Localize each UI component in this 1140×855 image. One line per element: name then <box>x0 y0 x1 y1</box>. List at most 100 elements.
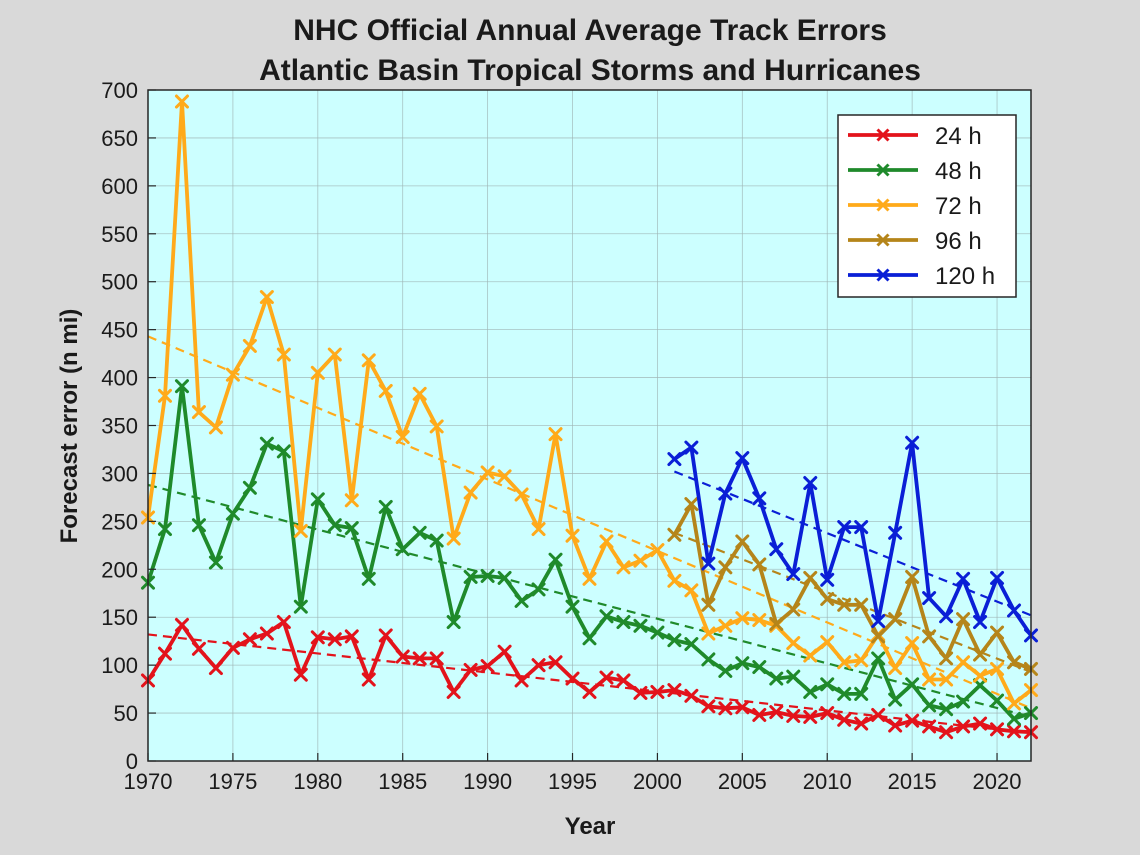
data-point <box>990 722 1005 737</box>
data-point <box>803 709 818 724</box>
legend-label-72h: 72 h <box>935 193 982 220</box>
data-point <box>276 347 291 362</box>
x-tick-label: 2020 <box>973 769 1022 794</box>
data-point <box>922 719 937 734</box>
data-point <box>684 637 699 652</box>
data-point <box>922 591 937 606</box>
data-point <box>735 611 750 626</box>
data-point <box>922 698 937 713</box>
x-tick-label: 1995 <box>548 769 597 794</box>
data-point <box>310 630 325 645</box>
data-point <box>531 522 546 537</box>
trend-line-120h <box>673 470 1032 617</box>
data-point <box>888 661 903 676</box>
data-point <box>718 701 733 716</box>
data-point <box>548 427 563 442</box>
data-point <box>497 469 512 484</box>
data-point <box>973 678 988 693</box>
x-tick-label: 1980 <box>293 769 342 794</box>
data-point <box>684 688 699 703</box>
data-point <box>412 651 427 666</box>
y-axis-ticks: 0 50 100 150 200 250 300 350 400 450 500 550 600 650 7… <box>101 78 156 774</box>
legend-label-120h: 120 h <box>935 263 995 290</box>
data-point <box>939 609 954 624</box>
data-point <box>633 553 648 568</box>
data-point <box>939 725 954 740</box>
data-point <box>548 552 563 567</box>
legend-label-24h: 24 h <box>935 123 982 150</box>
data-point <box>497 570 512 585</box>
series-line-96h <box>672 502 1032 671</box>
data-point <box>650 625 665 640</box>
data-point <box>327 518 342 533</box>
data-point <box>480 465 495 480</box>
y-tick-label: 450 <box>101 318 138 343</box>
data-point <box>888 692 903 707</box>
y-tick-label: 0 <box>126 749 138 774</box>
data-point <box>718 618 733 633</box>
data-point <box>259 290 274 305</box>
data-point <box>225 367 240 382</box>
data-point <box>191 518 206 533</box>
data-point <box>429 533 444 548</box>
data-point <box>922 672 937 687</box>
data-point <box>531 658 546 673</box>
data-point <box>854 716 869 731</box>
data-point <box>242 480 257 495</box>
data-point <box>242 632 257 647</box>
data-point <box>378 499 393 514</box>
data-point <box>837 520 852 535</box>
data-point <box>871 651 886 666</box>
data-point <box>735 656 750 671</box>
x-tick-label: 2005 <box>718 769 767 794</box>
series-markers-96h <box>667 497 1038 676</box>
series-markers-24h <box>141 615 1038 740</box>
data-point <box>973 716 988 731</box>
y-tick-label: 350 <box>101 414 138 439</box>
data-point <box>752 707 767 722</box>
data-point <box>701 699 716 714</box>
data-point <box>701 597 716 612</box>
data-point <box>191 405 206 420</box>
data-point <box>701 626 716 641</box>
chart-subtitle: Atlantic Basin Tropical Storms and Hurri… <box>259 54 921 87</box>
data-point <box>429 419 444 434</box>
data-point <box>854 653 869 668</box>
data-point <box>837 597 852 612</box>
data-point <box>990 625 1005 640</box>
data-point <box>412 525 427 540</box>
data-point <box>208 661 223 676</box>
data-point <box>735 451 750 466</box>
data-point <box>769 705 784 720</box>
data-point <box>820 572 835 587</box>
data-point <box>582 571 597 586</box>
data-point <box>599 534 614 549</box>
data-point <box>973 647 988 662</box>
y-tick-label: 700 <box>101 78 138 103</box>
data-point <box>939 672 954 687</box>
data-point <box>174 379 189 394</box>
y-tick-label: 650 <box>101 126 138 151</box>
data-point <box>752 557 767 572</box>
data-point <box>327 347 342 362</box>
data-point <box>225 640 240 655</box>
data-point <box>786 602 801 617</box>
x-tick-label: 1985 <box>378 769 427 794</box>
data-point <box>667 573 682 588</box>
data-point <box>820 635 835 650</box>
data-point <box>514 673 529 688</box>
data-point <box>1007 711 1022 726</box>
data-point <box>463 569 478 584</box>
data-point <box>463 485 478 500</box>
chart-title: NHC Official Annual Average Track Errors <box>293 14 887 47</box>
data-point <box>582 684 597 699</box>
data-point <box>463 662 478 677</box>
data-point <box>1007 603 1022 618</box>
data-point <box>803 476 818 491</box>
data-point <box>854 597 869 612</box>
data-point <box>667 452 682 467</box>
legend-marker-48h <box>876 163 890 177</box>
data-point <box>378 383 393 398</box>
series-markers-120h <box>667 435 1038 643</box>
data-point <box>667 683 682 698</box>
